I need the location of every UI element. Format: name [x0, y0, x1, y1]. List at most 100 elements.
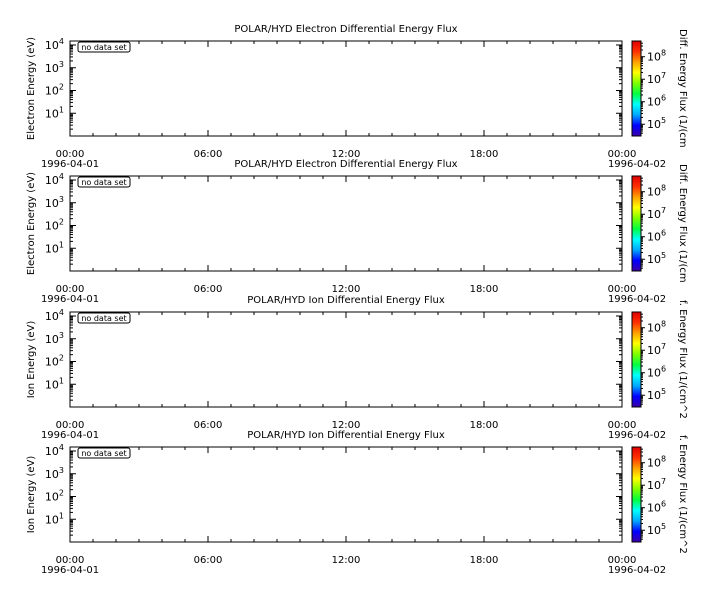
colorbar: 105 106 107 108 Diff. Energy Flux (1/(cm: [631, 164, 688, 283]
x-tick-label: 12:00: [332, 555, 361, 566]
plot-frame: [69, 446, 623, 543]
x-tick-label: 00:00: [56, 149, 85, 160]
panel-title: POLAR/HYD Electron Differential Energy F…: [234, 159, 457, 170]
x-tick-label: 00:00: [56, 555, 85, 566]
colorbar-tick-label: 105: [647, 387, 666, 402]
panel-2: POLAR/HYD Electron Differential Energy F…: [26, 159, 688, 305]
plot-frame: [69, 311, 623, 408]
no-data-annotation: no data set: [77, 312, 131, 324]
y-tick-label: 103: [45, 195, 64, 210]
colorbar: 105 106 107 108 f. Energy Flux (1/(cm^2: [631, 300, 688, 419]
panel-4: POLAR/HYD Ion Differential Energy Flux 10…: [26, 430, 688, 576]
y-tick-label: 104: [45, 172, 64, 187]
colorbar-tick-label: 107: [647, 477, 666, 492]
x-start-date: 1996-04-01: [41, 294, 99, 305]
colorbar-tick-label: 105: [647, 116, 666, 131]
panel-title: POLAR/HYD Electron Differential Energy F…: [234, 24, 457, 35]
colorbar-rect: [631, 311, 642, 408]
y-tick-label: 101: [45, 240, 64, 255]
colorbar-rect: [631, 175, 642, 272]
y-tick-label: 103: [45, 466, 64, 481]
x-tick-label: 18:00: [470, 149, 499, 160]
colorbar-tick-label: 106: [647, 500, 666, 515]
colorbar-tick-label: 106: [647, 365, 666, 380]
no-data-annotation: no data set: [77, 176, 131, 188]
y-tick-label: 101: [45, 511, 64, 526]
x-tick-label: 06:00: [194, 420, 223, 431]
y-tick-label: 104: [45, 443, 64, 458]
colorbar-rect: [631, 446, 642, 543]
panel-1: POLAR/HYD Electron Differential Energy F…: [26, 24, 688, 170]
colorbar-tick-label: 105: [647, 251, 666, 266]
no-data-annotation: no data set: [77, 41, 131, 53]
plot-frame: [69, 175, 623, 272]
x-tick-label: 00:00: [56, 284, 85, 295]
no-data-annotation: no data set: [77, 447, 131, 459]
y-axis-label: Ion Energy (eV): [26, 321, 37, 399]
x-tick-label: 18:00: [470, 284, 499, 295]
annotation-text: no data set: [81, 178, 126, 187]
colorbar-label: f. Energy Flux (1/(cm^2: [677, 435, 688, 554]
x-tick-label: 12:00: [332, 284, 361, 295]
annotation-box: [77, 176, 131, 188]
colorbar-tick-label: 107: [647, 342, 666, 357]
x-tick-label: 12:00: [332, 149, 361, 160]
y-axis-label: Ion Energy (eV): [26, 456, 37, 534]
colorbar-label: f. Energy Flux (1/(cm^2: [677, 300, 688, 419]
y-tick-label: 101: [45, 105, 64, 120]
x-start-date: 1996-04-01: [41, 430, 99, 441]
colorbar-tick-label: 108: [647, 455, 666, 470]
y-tick-label: 102: [45, 354, 64, 369]
annotation-box: [77, 312, 131, 324]
colorbar-label: Diff. Energy Flux (1/(cm: [677, 164, 688, 283]
y-tick-label: 104: [45, 37, 64, 52]
x-tick-label: 18:00: [470, 555, 499, 566]
colorbar-tick-label: 108: [647, 184, 666, 199]
y-tick-label: 102: [45, 489, 64, 504]
colorbar-tick-label: 106: [647, 94, 666, 109]
y-tick-label: 102: [45, 83, 64, 98]
y-tick-label: 101: [45, 376, 64, 391]
colorbar-tick-label: 105: [647, 522, 666, 537]
colorbar-tick-label: 108: [647, 320, 666, 335]
panel-title: POLAR/HYD Ion Differential Energy Flux: [247, 295, 445, 306]
x-tick-label: 06:00: [194, 555, 223, 566]
x-end-date: 1996-04-02: [608, 159, 666, 170]
x-tick-label: 00:00: [608, 284, 637, 295]
x-tick-label: 06:00: [194, 284, 223, 295]
y-axis-label: Electron Energy (eV): [26, 37, 37, 140]
colorbar: 105 106 107 108 Diff. Energy Flux (1/(cm: [631, 29, 688, 148]
x-tick-label: 00:00: [56, 420, 85, 431]
annotation-text: no data set: [81, 314, 126, 323]
x-end-date: 1996-04-02: [608, 565, 666, 576]
panel-title: POLAR/HYD Ion Differential Energy Flux: [247, 430, 445, 441]
y-tick-label: 102: [45, 218, 64, 233]
colorbar-rect: [631, 40, 642, 137]
annotation-text: no data set: [81, 449, 126, 458]
y-axis-label: Electron Energy (eV): [26, 172, 37, 275]
x-end-date: 1996-04-02: [608, 294, 666, 305]
colorbar: 105 106 107 108 f. Energy Flux (1/(cm^2: [631, 435, 688, 554]
x-end-date: 1996-04-02: [608, 430, 666, 441]
y-tick-label: 104: [45, 308, 64, 323]
annotation-box: [77, 447, 131, 459]
x-tick-label: 18:00: [470, 420, 499, 431]
plot-frame: [69, 40, 623, 137]
x-tick-label: 00:00: [608, 149, 637, 160]
x-tick-label: 00:00: [608, 555, 637, 566]
annotation-box: [77, 41, 131, 53]
colorbar-tick-label: 108: [647, 49, 666, 64]
colorbar-tick-label: 107: [647, 206, 666, 221]
x-start-date: 1996-04-01: [41, 159, 99, 170]
x-tick-label: 12:00: [332, 420, 361, 431]
y-tick-label: 103: [45, 331, 64, 346]
x-start-date: 1996-04-01: [41, 565, 99, 576]
annotation-text: no data set: [81, 43, 126, 52]
colorbar-label: Diff. Energy Flux (1/(cm: [677, 29, 688, 148]
colorbar-tick-label: 106: [647, 229, 666, 244]
x-tick-label: 06:00: [194, 149, 223, 160]
y-tick-label: 103: [45, 60, 64, 75]
x-tick-label: 00:00: [608, 420, 637, 431]
